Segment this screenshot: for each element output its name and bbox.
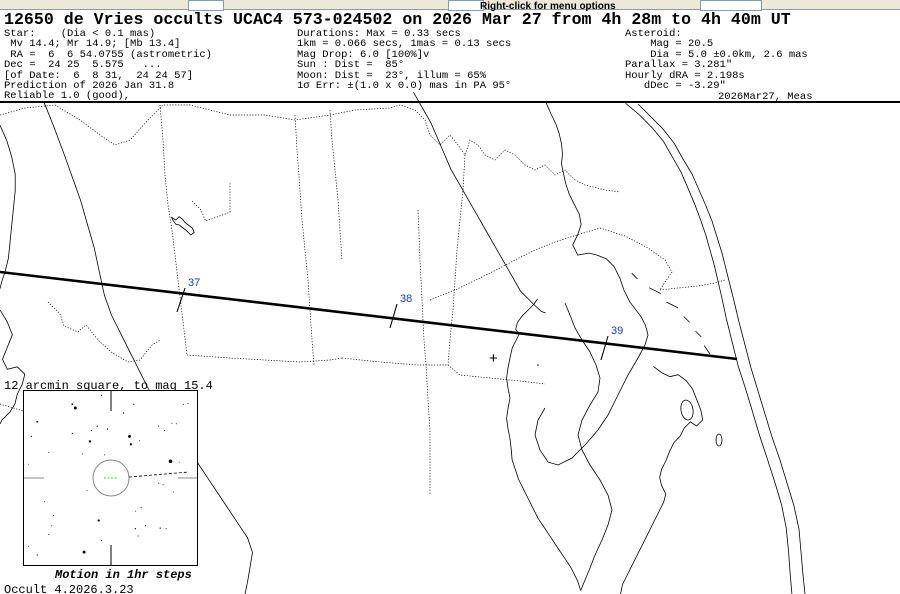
svg-text:37: 37 [188, 277, 200, 289]
svg-text:38: 38 [400, 293, 412, 305]
svg-text:+: + [489, 350, 498, 367]
svg-text:39: 39 [611, 325, 623, 337]
